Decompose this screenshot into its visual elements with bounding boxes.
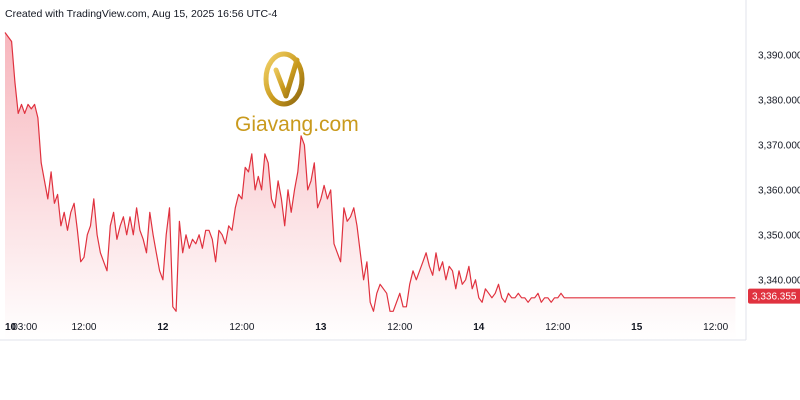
y-tick-label: 3,350.000	[758, 230, 800, 241]
y-tick-label: 3,360.000	[758, 185, 800, 196]
price-line	[4, 32, 736, 312]
x-tick-label: 12	[157, 322, 169, 333]
watermark-brand-text: Giavang.com	[235, 113, 359, 136]
x-tick-label: 13	[315, 322, 327, 333]
last-price-marker: 3,336.355	[748, 288, 800, 304]
y-axis: 3,390.000 3,380.000 3,370.000 3,360.000 3,35…	[758, 50, 800, 286]
x-tick-label: 10	[5, 322, 17, 333]
x-tick-label: 14	[473, 322, 485, 333]
x-tick-label: 12:00	[229, 322, 254, 333]
y-tick-label: 3,370.000	[758, 140, 800, 151]
x-tick-label: 03:00	[12, 322, 37, 333]
y-tick-label: 3,340.000	[758, 275, 800, 286]
logo-v-icon	[273, 57, 300, 99]
x-tick-label: 12:00	[387, 322, 412, 333]
last-price-badge	[748, 288, 800, 304]
y-tick-label: 3,380.000	[758, 95, 800, 106]
x-tick-label: 15	[631, 322, 643, 333]
x-tick-label: 12:00	[703, 322, 728, 333]
x-tick-label: 12:00	[71, 322, 96, 333]
x-tick-label: 12:00	[545, 322, 570, 333]
price-area-fill	[5, 32, 736, 340]
logo-ring-icon	[263, 51, 305, 107]
chart-header-caption: Created with TradingView.com, Aug 15, 20…	[5, 8, 278, 20]
plot-area	[4, 32, 736, 340]
giavang-logo: Giavang.com	[235, 51, 359, 136]
y-tick-label: 3,390.000	[758, 50, 800, 61]
last-price-label: 3,336.355	[752, 292, 797, 303]
